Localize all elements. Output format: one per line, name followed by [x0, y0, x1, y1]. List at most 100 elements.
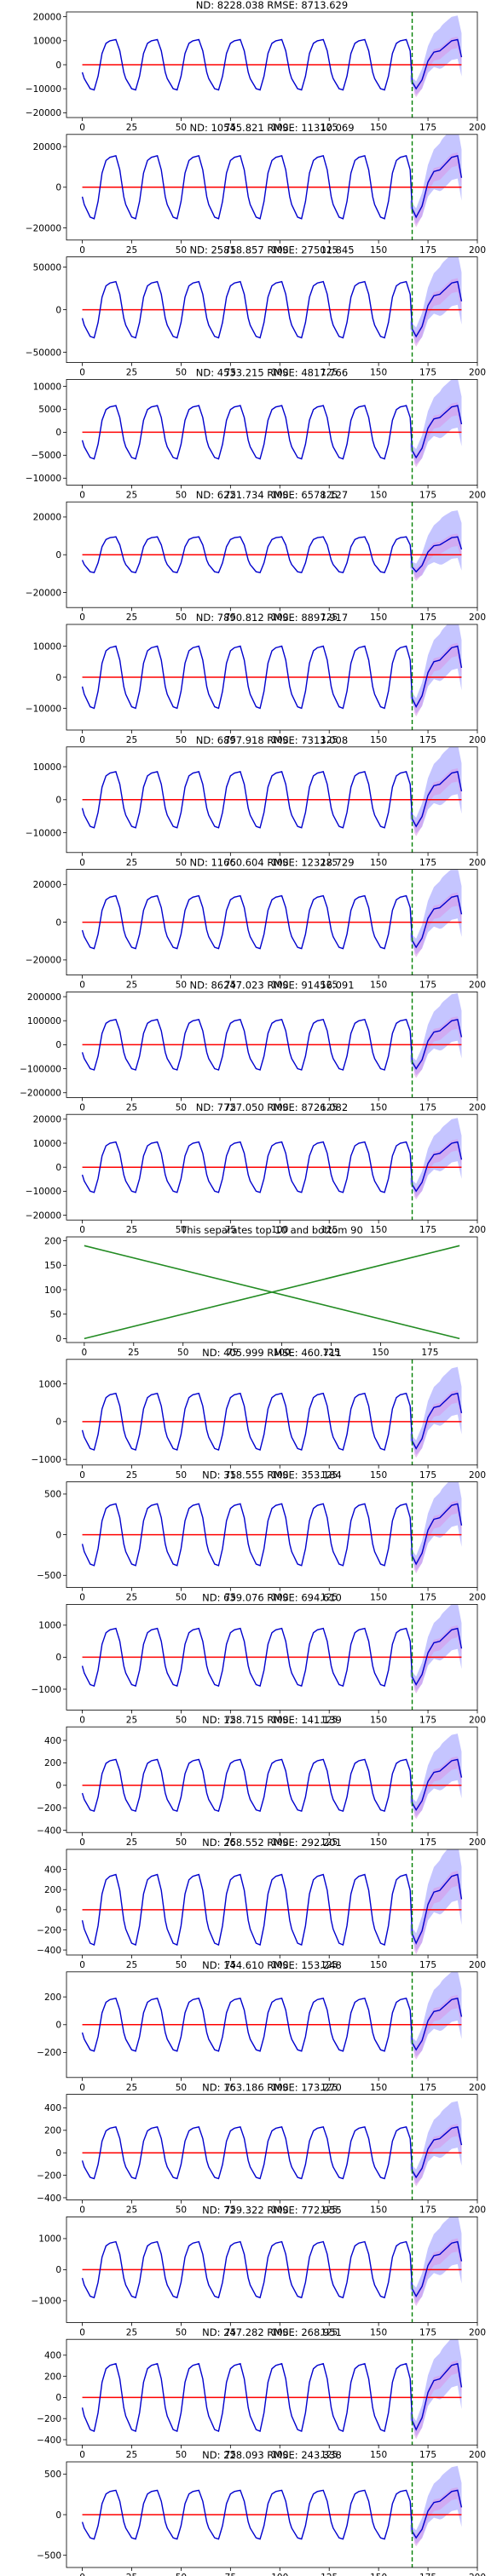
x-tick-label: 200 [469, 490, 486, 500]
x-tick-label: 25 [126, 1593, 137, 1603]
x-tick-label: 50 [176, 490, 187, 500]
x-tick-label: 150 [370, 1470, 387, 1481]
x-tick-label: 0 [79, 1593, 85, 1603]
forecast-band-inner [413, 1756, 462, 1820]
forecast-band-inner [413, 1870, 462, 1955]
y-tick-label: 400 [44, 1865, 61, 1875]
y-tick-label: 200 [44, 1885, 61, 1895]
x-tick-label: 75 [225, 2573, 236, 2576]
x-tick-label: 175 [419, 1225, 436, 1235]
x-tick-label: 175 [419, 735, 436, 745]
x-tick-label: 0 [79, 1960, 85, 1970]
subplot: 0 25 50 75 100 125 150 175 200 −400 −200 0 200 400 ND:… [37, 2326, 486, 2460]
x-tick-label: 125 [321, 2327, 338, 2337]
x-tick-label: 150 [370, 735, 387, 745]
x-tick-label: 25 [126, 1102, 137, 1113]
y-tick-label: −20000 [26, 223, 61, 233]
y-tick-label: 150 [44, 1261, 61, 1271]
x-tick-label: 50 [176, 735, 187, 745]
y-tick-label: 0 [55, 2510, 61, 2521]
x-tick-label: 50 [176, 1470, 187, 1481]
plot-area [81, 1359, 463, 1465]
x-tick-label: 200 [469, 1593, 486, 1603]
x-tick-label: 75 [225, 1960, 236, 1970]
subplot: 0 25 50 75 100 125 150 175 200 −400 −200 0 200 400 ND:… [37, 1714, 486, 1848]
x-tick-label: 175 [419, 1837, 436, 1848]
x-tick-label: 25 [126, 368, 137, 378]
y-tick-label: 0 [55, 305, 61, 315]
subplot-title: ND: 7890.812 RMSE: 8897.917 [196, 612, 348, 624]
x-tick-label: 175 [419, 1593, 436, 1603]
x-tick-label: 100 [271, 1715, 288, 1725]
x-tick-label: 75 [225, 980, 236, 991]
plot-area [81, 256, 463, 363]
forecast-band-inner [413, 152, 462, 227]
x-tick-label: 75 [225, 1715, 236, 1725]
plot-area [84, 1245, 460, 1340]
x-tick-label: 125 [321, 1102, 338, 1113]
x-tick-label: 150 [370, 2083, 387, 2093]
x-tick-label: 150 [370, 2327, 387, 2337]
actual-series [81, 1873, 463, 1946]
x-tick-label: 150 [370, 980, 387, 991]
x-tick-label: 0 [79, 368, 85, 378]
y-tick-label: −20000 [26, 108, 61, 118]
x-tick-label: 75 [225, 2450, 236, 2460]
x-tick-label: 150 [370, 1715, 387, 1725]
plot-area [81, 1114, 463, 1221]
x-tick-label: 100 [271, 612, 288, 623]
x-tick-label: 25 [126, 245, 137, 256]
y-tick-label: −1000 [31, 1685, 61, 1695]
x-tick-label: 150 [370, 1593, 387, 1603]
y-tick-label: 10000 [33, 641, 61, 652]
y-tick-label: 0 [55, 1530, 61, 1540]
y-tick-label: −400 [37, 2435, 61, 2446]
x-tick-label: 200 [469, 980, 486, 991]
y-tick-label: −500 [37, 1571, 61, 1581]
subplot: 0 25 50 75 100 125 150 175 200 −200 0 200 ND: 144.61… [37, 1959, 486, 2093]
plot-area [81, 2462, 463, 2567]
x-tick-label: 200 [469, 858, 486, 868]
y-tick-label: 0 [55, 2021, 61, 2031]
x-tick-label: 150 [370, 490, 387, 500]
plot-area [81, 624, 463, 730]
y-tick-label: 20000 [33, 12, 61, 22]
subplot-title: ND: 639.076 RMSE: 694.610 [202, 1591, 342, 1603]
x-tick-label: 25 [126, 2450, 137, 2460]
y-tick-label: −1000 [31, 1455, 61, 1465]
x-tick-label: 75 [225, 612, 236, 623]
plot-area [81, 1971, 463, 2078]
x-tick-label: 25 [126, 1960, 137, 1970]
x-tick-label: 75 [225, 1470, 236, 1481]
x-tick-label: 100 [271, 1470, 288, 1481]
y-tick-label: 100000 [27, 1016, 61, 1026]
x-tick-label: 100 [271, 490, 288, 500]
actual-series [81, 2126, 463, 2180]
axes-frame [66, 2094, 478, 2201]
x-tick-label: 100 [271, 368, 288, 378]
forecast-band-inner [413, 402, 462, 468]
x-tick-label: 50 [176, 980, 187, 991]
x-tick-label: 200 [469, 612, 486, 623]
actual-series [81, 2362, 463, 2433]
x-tick-label: 125 [321, 123, 338, 133]
y-tick-label: −400 [37, 2194, 61, 2204]
x-tick-label: 50 [176, 1837, 187, 1848]
subplot: 0 25 50 75 100 125 150 175 200 −20000 0 20000 ND: 11… [26, 857, 486, 991]
x-tick-label: 50 [176, 2083, 187, 2093]
y-tick-label: 1000 [38, 1621, 61, 1631]
actual-series [81, 154, 463, 220]
x-tick-label: 75 [225, 735, 236, 745]
x-tick-label: 200 [469, 1960, 486, 1970]
y-tick-label: 0 [55, 1653, 61, 1663]
actual-series [81, 405, 463, 460]
x-tick-label: 0 [82, 1348, 88, 1358]
x-tick-label: 0 [79, 1470, 85, 1481]
actual-series [81, 1503, 463, 1567]
x-tick-label: 0 [79, 123, 85, 133]
x-tick-label: 150 [370, 123, 387, 133]
subplot: 0 25 50 75 100 125 150 175 200 −50000 0 50000 ND: 25… [26, 244, 486, 378]
x-tick-label: 100 [271, 735, 288, 745]
